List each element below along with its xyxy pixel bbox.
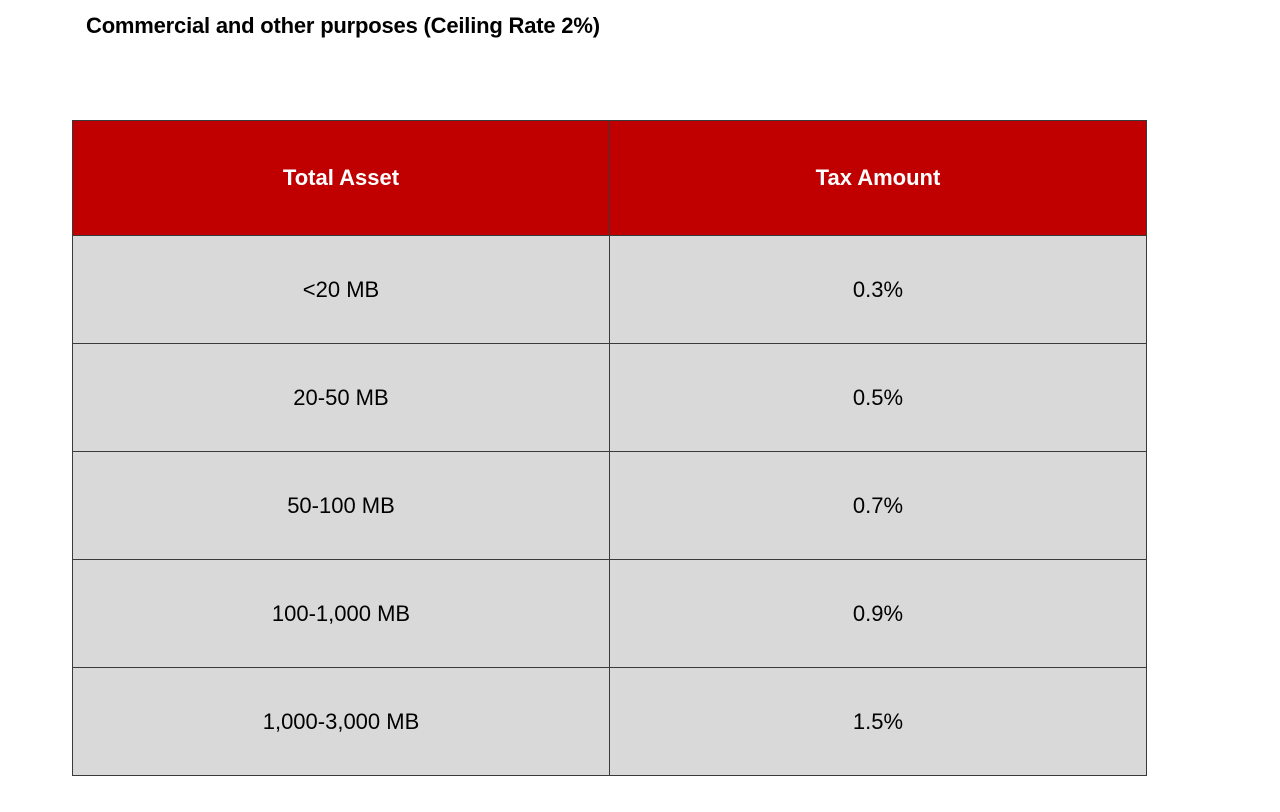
total-asset-cell: 20-50 MB bbox=[72, 343, 610, 452]
table-row: 100-1,000 MB 0.9% bbox=[72, 559, 1147, 668]
table-row: 50-100 MB 0.7% bbox=[72, 451, 1147, 560]
table-row: 1,000-3,000 MB 1.5% bbox=[72, 667, 1147, 776]
table-header-row: Total Asset Tax Amount bbox=[72, 120, 1147, 236]
tax-amount-cell: 0.3% bbox=[609, 235, 1147, 344]
column-header-total-asset: Total Asset bbox=[72, 120, 610, 236]
tax-amount-cell: 1.5% bbox=[609, 667, 1147, 776]
total-asset-cell: 100-1,000 MB bbox=[72, 559, 610, 668]
table-row: 20-50 MB 0.5% bbox=[72, 343, 1147, 452]
tax-rate-table: Total Asset Tax Amount <20 MB 0.3% 20-50… bbox=[72, 120, 1147, 776]
column-header-tax-amount: Tax Amount bbox=[609, 120, 1147, 236]
tax-amount-cell: 0.9% bbox=[609, 559, 1147, 668]
tax-amount-cell: 0.5% bbox=[609, 343, 1147, 452]
total-asset-cell: 1,000-3,000 MB bbox=[72, 667, 610, 776]
total-asset-cell: 50-100 MB bbox=[72, 451, 610, 560]
page-title: Commercial and other purposes (Ceiling R… bbox=[86, 13, 600, 38]
table-row: <20 MB 0.3% bbox=[72, 235, 1147, 344]
total-asset-cell: <20 MB bbox=[72, 235, 610, 344]
tax-amount-cell: 0.7% bbox=[609, 451, 1147, 560]
